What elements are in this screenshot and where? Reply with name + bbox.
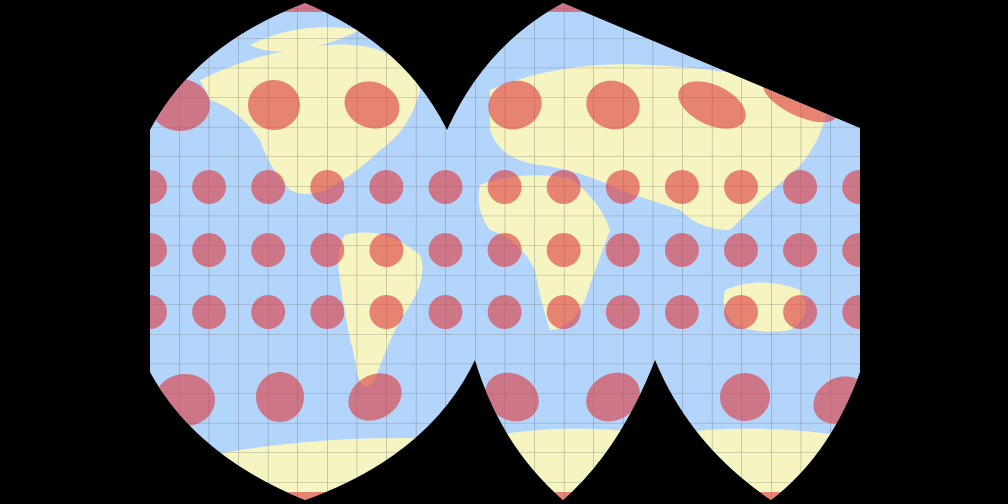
indicatrix [783,295,818,329]
indicatrix [310,295,345,329]
indicatrix [664,170,699,204]
indicatrix [248,80,300,130]
indicatrix [842,170,860,204]
indicatrix [488,80,542,130]
indicatrix [678,81,746,129]
indicatrix [605,233,640,267]
indicatrix [546,295,581,329]
map-body [150,3,860,500]
indicatrix [842,295,860,329]
indicatrix [428,233,463,267]
indicatrix [251,170,286,204]
indicatrix [369,233,404,267]
indicatrix [783,233,818,267]
indicatrix [487,295,522,329]
indicatrix [369,170,404,204]
indicatrix [546,170,581,204]
indicatrix [192,170,227,204]
indicatrix [192,295,227,329]
indicatrix [369,295,404,329]
indicatrix [251,233,286,267]
indicatrix [428,170,463,204]
indicatrix [150,233,167,267]
indicatrix [310,170,345,204]
indicatrix [664,233,699,267]
indicatrix [485,372,539,422]
indicatrix [724,295,758,329]
indicatrix [546,233,581,267]
indicatrix [664,295,699,329]
indicatrix-rows [150,170,860,329]
indicatrix [720,373,770,421]
indicatrix [783,170,818,204]
indicatrix [605,170,640,204]
indicatrix [428,295,463,329]
indicatrix [487,170,522,204]
indicatrix [348,373,402,421]
indicatrix [724,233,758,267]
indicatrix [150,295,167,329]
indicatrix [251,295,286,329]
indicatrix [310,233,345,267]
indicatrix [724,170,758,204]
indicatrix [150,170,167,204]
indicatrix [605,295,640,329]
indicatrix [192,233,227,267]
indicatrix [487,233,522,267]
indicatrix [586,372,640,422]
indicatrix [256,372,304,422]
indicatrix [842,233,860,267]
indicatrix [586,80,640,130]
indicatrix [344,81,400,129]
